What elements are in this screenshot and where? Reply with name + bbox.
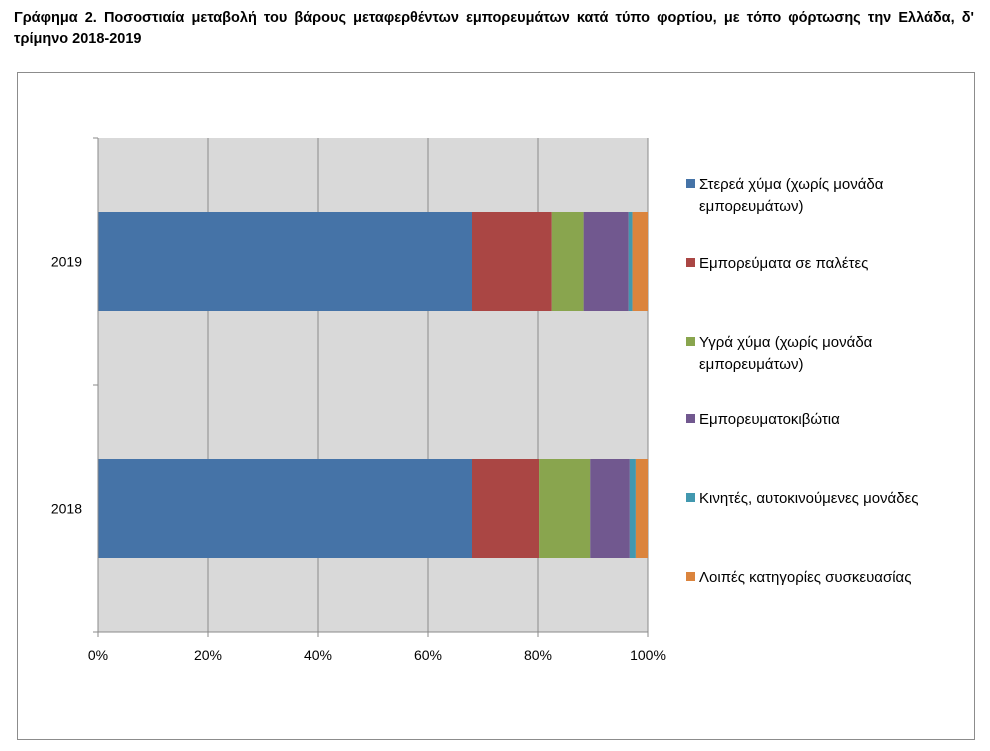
legend-swatch [686, 179, 695, 188]
bar-segment-2018-4 [590, 459, 630, 558]
bar-segment-2019-1 [98, 212, 472, 311]
x-tick-label: 0% [88, 647, 108, 663]
legend-swatch [686, 493, 695, 502]
bar-segment-2018-5 [629, 459, 636, 558]
x-tick-label: 60% [414, 647, 442, 663]
x-tick-label: 20% [194, 647, 222, 663]
x-tick-label: 80% [524, 647, 552, 663]
bar-segment-2019-2 [472, 212, 552, 311]
legend-label: Στερεά χύμα (χωρίς μονάδα εμπορευμάτων) [699, 176, 884, 215]
bar-segment-2018-1 [98, 459, 472, 558]
bar-segment-2019-4 [583, 212, 629, 311]
legend-label: Εμπορευματοκιβώτια [699, 411, 840, 428]
legend-swatch [686, 572, 695, 581]
bar-segment-2019-3 [551, 212, 584, 311]
legend-label: Υγρά χύμα (χωρίς μονάδα εμπορευμάτων) [699, 334, 873, 373]
legend-swatch [686, 414, 695, 423]
x-tick-label: 100% [630, 647, 666, 663]
legend-label: Λοιπές κατηγορίες συσκευασίας [699, 569, 911, 586]
bar-segment-2019-5 [628, 212, 633, 311]
category-label: 2019 [51, 254, 82, 270]
bar-segment-2018-3 [539, 459, 591, 558]
legend-label: Κινητές, αυτοκινούμενες μονάδες [699, 490, 919, 507]
legend-label: Εμπορεύματα σε παλέτες [699, 255, 868, 272]
bar-segment-2019-6 [632, 212, 648, 311]
bar-segment-2018-6 [635, 459, 648, 558]
legend-swatch [686, 258, 695, 267]
chart-title: Γράφημα 2. Ποσοστιαία μεταβολή του βάρου… [14, 10, 974, 47]
legend-swatch [686, 337, 695, 346]
x-tick-label: 40% [304, 647, 332, 663]
bar-segment-2018-2 [472, 459, 540, 558]
category-label: 2018 [51, 501, 82, 517]
